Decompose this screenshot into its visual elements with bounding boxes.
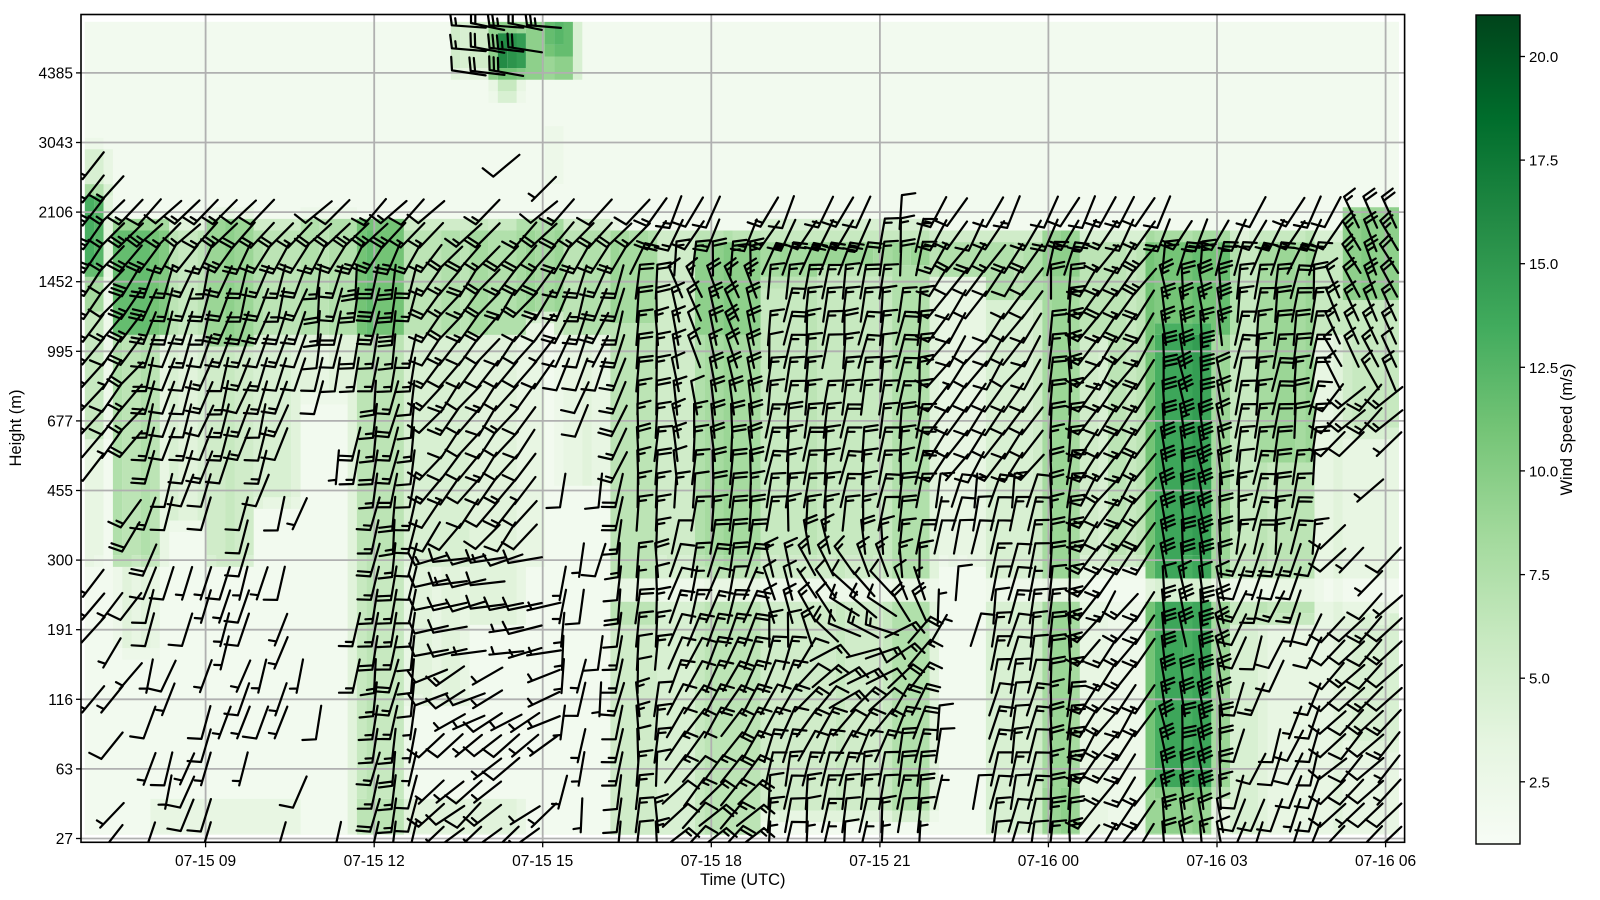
svg-text:07-15 15: 07-15 15 <box>512 853 573 870</box>
svg-text:63: 63 <box>56 761 73 778</box>
svg-text:1452: 1452 <box>39 274 73 291</box>
svg-text:27: 27 <box>56 831 73 848</box>
svg-text:5.0: 5.0 <box>1529 671 1550 688</box>
svg-text:07-16 00: 07-16 00 <box>1018 853 1080 870</box>
svg-text:07-16 06: 07-16 06 <box>1355 853 1416 870</box>
svg-text:995: 995 <box>47 344 73 361</box>
svg-text:2.5: 2.5 <box>1529 774 1550 791</box>
svg-text:17.5: 17.5 <box>1529 153 1558 170</box>
svg-text:300: 300 <box>47 553 73 570</box>
svg-text:677: 677 <box>47 413 73 430</box>
svg-text:07-15 09: 07-15 09 <box>175 853 236 870</box>
svg-text:07-15 21: 07-15 21 <box>849 853 910 870</box>
svg-text:12.5: 12.5 <box>1529 360 1558 377</box>
svg-text:2106: 2106 <box>39 205 73 222</box>
svg-text:07-15 18: 07-15 18 <box>681 853 742 870</box>
svg-text:3043: 3043 <box>39 135 73 152</box>
svg-text:15.0: 15.0 <box>1529 256 1558 273</box>
svg-text:455: 455 <box>47 483 73 500</box>
svg-text:7.5: 7.5 <box>1529 567 1550 584</box>
svg-text:Height (m): Height (m) <box>7 389 25 466</box>
svg-text:4385: 4385 <box>39 65 73 82</box>
svg-text:07-16 03: 07-16 03 <box>1186 853 1247 870</box>
svg-text:10.0: 10.0 <box>1529 463 1558 480</box>
svg-text:Wind Speed (m/s): Wind Speed (m/s) <box>1558 363 1576 495</box>
svg-text:116: 116 <box>48 692 73 709</box>
svg-text:07-15 12: 07-15 12 <box>344 853 405 870</box>
svg-text:Time (UTC): Time (UTC) <box>700 871 786 889</box>
svg-text:20.0: 20.0 <box>1529 49 1558 66</box>
svg-text:191: 191 <box>47 622 73 639</box>
